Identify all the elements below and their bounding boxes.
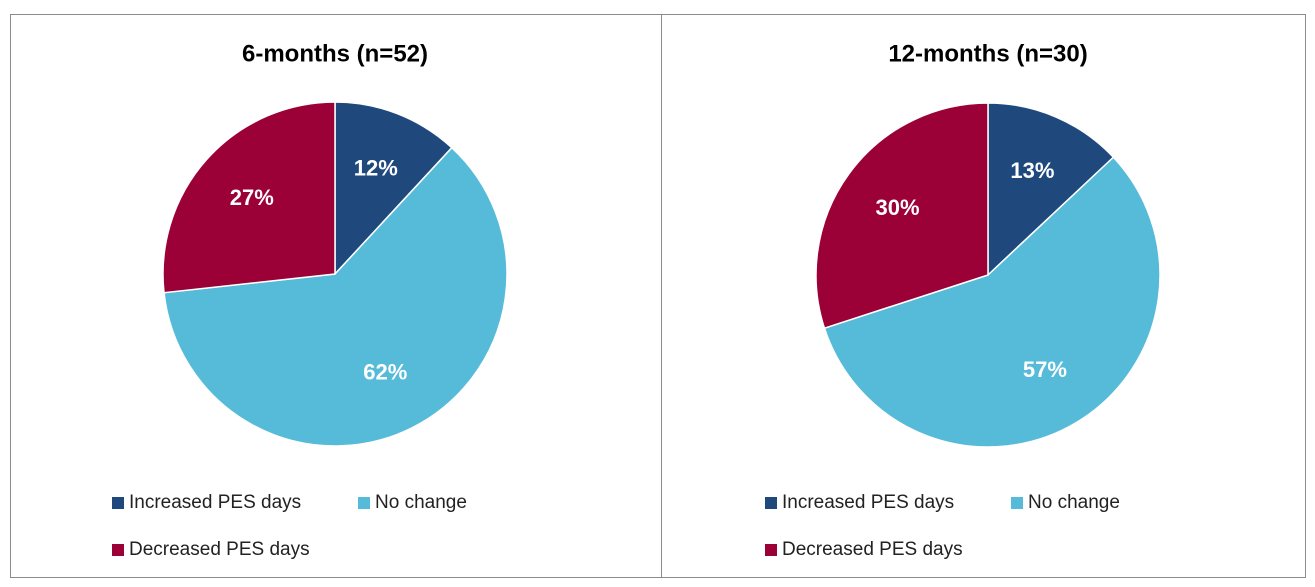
chart-title: 12-months (n=30): [888, 40, 1087, 67]
data-label: 62%: [363, 360, 407, 385]
pie-slice: [815, 102, 989, 330]
pie-slice: [162, 101, 336, 294]
legend-swatch: [765, 544, 777, 556]
legend-swatch: [765, 497, 777, 509]
legend-label: Increased PES days: [782, 492, 954, 513]
legend-swatch: [1011, 497, 1023, 509]
legend-swatch: [112, 497, 124, 509]
data-label: 12%: [354, 156, 398, 181]
legend-swatch: [358, 497, 370, 509]
data-label: 57%: [1023, 357, 1067, 382]
legend-label: Decreased PES days: [129, 539, 310, 560]
data-label: 13%: [1010, 158, 1054, 183]
pie-slice: [823, 156, 1161, 448]
pie-slice: [163, 146, 508, 447]
legend-label: No change: [1028, 492, 1120, 513]
legend-label: Decreased PES days: [782, 539, 963, 560]
data-label: 30%: [876, 195, 920, 220]
chart-title: 6-months (n=52): [242, 40, 428, 67]
data-label: 27%: [230, 185, 274, 210]
legend-label: Increased PES days: [129, 492, 301, 513]
legend-label: No change: [375, 492, 467, 513]
pie-slice: [334, 101, 453, 276]
legend-swatch: [112, 544, 124, 556]
pie-slice: [987, 102, 1115, 277]
